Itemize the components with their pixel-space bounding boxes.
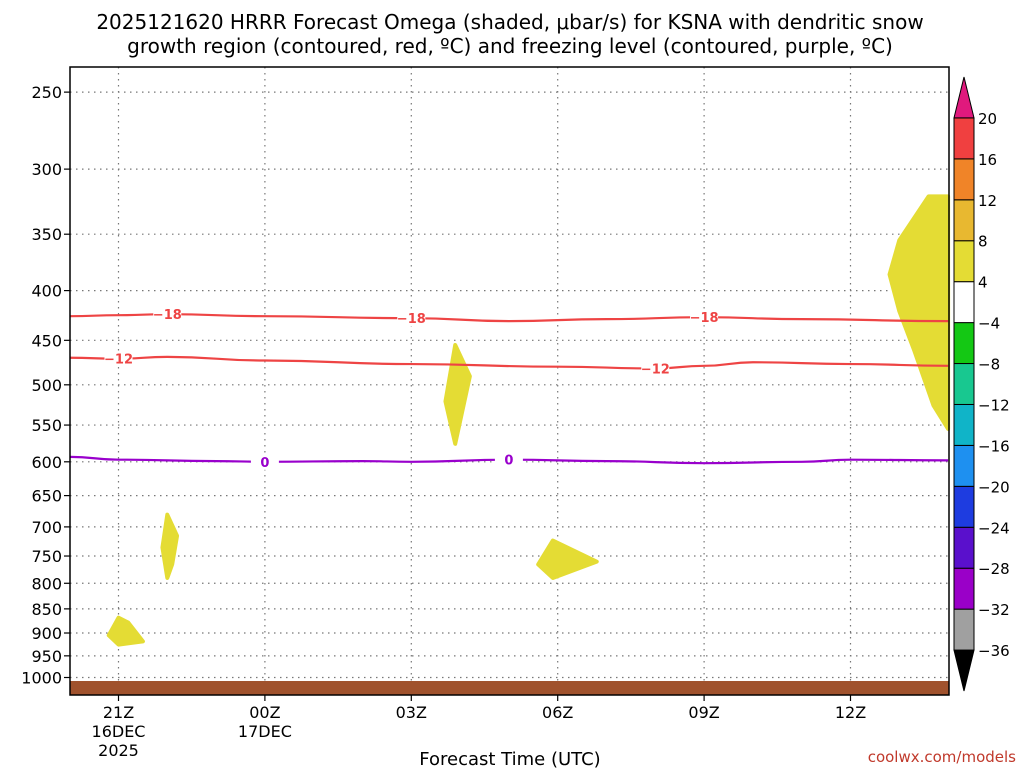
x-tick-label: 00Z (249, 703, 280, 722)
x-tick-label: 21Z (103, 703, 134, 722)
plot-frame (69, 66, 950, 696)
contour-label-bg (250, 453, 279, 470)
contour-label--18: −18 (397, 312, 426, 327)
contour-label-bg (641, 360, 670, 377)
contour-label--18: −18 (690, 311, 719, 326)
colorbar-swatch (953, 158, 975, 201)
colorbar-swatch (953, 526, 975, 569)
chart-title-line1: 2025121620 HRRR Forecast Omega (shaded, … (96, 10, 923, 34)
colorbar-tick-label: 8 (978, 233, 988, 251)
y-tick-label: 750 (31, 547, 62, 566)
y-tick-label: 500 (31, 376, 62, 395)
colorbar-swatch (953, 485, 975, 528)
y-tick-label: 1000 (21, 669, 62, 688)
colorbar-swatch (953, 199, 975, 242)
colorbar-tick-label: −4 (978, 315, 1000, 333)
contour-label-0: 0 (504, 454, 513, 469)
credit-text: coolwx.com/models (868, 748, 1016, 766)
contour-label-bg (104, 350, 133, 367)
ground-surface (70, 681, 949, 695)
contour-label-0: 0 (260, 456, 269, 471)
colorbar-tick-label: −8 (978, 356, 1000, 374)
pressure-axis: 250 300 350 400 450 500 550 600 650 700 750 800 850 9… (21, 83, 70, 688)
x-tick-label: 09Z (688, 703, 719, 722)
y-tick-label: 250 (31, 83, 62, 102)
omega-blob-2 (160, 512, 180, 580)
temperature-contours: −18 −18 −18 −12 −12 0 0 (69, 306, 949, 471)
colorbar-swatch (953, 240, 975, 283)
omega-blob-4 (536, 538, 599, 580)
colorbar-tick-label: −16 (978, 437, 1010, 455)
colorbar-swatch (953, 649, 975, 692)
y-tick-label: 350 (31, 225, 62, 244)
colorbar-swatch (953, 76, 975, 119)
x-tick-label: 03Z (396, 703, 427, 722)
plot-area (70, 67, 949, 695)
y-tick-label: 700 (31, 518, 62, 537)
colorbar-swatch (953, 567, 975, 610)
x-tick-label: 12Z (835, 703, 866, 722)
contour-label-bg (153, 306, 182, 323)
contour-label-bg (494, 451, 523, 468)
chart-title-line2: growth region (contoured, red, ºC) and f… (127, 34, 893, 58)
y-tick-label: 300 (31, 160, 62, 179)
contour-label--12: −12 (104, 353, 133, 368)
x-tick-label: 06Z (542, 703, 573, 722)
x-axis-label: Forecast Time (UTC) (419, 749, 600, 768)
x-tick-date: 17DEC (238, 722, 292, 741)
colorbar-tick-label: −36 (978, 642, 1010, 660)
colorbar-swatch (953, 322, 975, 365)
colorbar-tick-label: 16 (978, 151, 997, 169)
y-tick-label: 950 (31, 647, 62, 666)
contour-line-0 (69, 455, 949, 465)
colorbar-tick-label: −32 (978, 601, 1010, 619)
contour-label-bg (397, 310, 426, 327)
x-tick-date: 16DEC (92, 722, 146, 741)
contour-label-bg (690, 309, 719, 326)
omega-blob-5 (887, 194, 951, 431)
colorbar-tick-label: −12 (978, 396, 1010, 414)
contour-label--12: −12 (641, 362, 670, 377)
colorbar-tick-label: 20 (978, 110, 997, 128)
colorbar-tick-label: −24 (978, 519, 1010, 537)
colorbar-swatch (953, 281, 975, 324)
x-tick-year: 2025 (98, 741, 139, 760)
colorbar-swatch (953, 608, 975, 651)
colorbar-tick-label: 12 (978, 192, 997, 210)
colorbar-tick-label: 4 (978, 274, 988, 292)
y-tick-label: 400 (31, 282, 62, 301)
contour-label--18: −18 (153, 308, 182, 323)
y-tick-label: 650 (31, 487, 62, 506)
y-tick-label: 450 (31, 331, 62, 350)
colorbar-tick-label: −28 (978, 560, 1010, 578)
colorbar-swatch (953, 363, 975, 405)
colorbar-tick-label: −20 (978, 478, 1010, 496)
colorbar-swatch (953, 117, 975, 160)
colorbar-swatch (953, 444, 975, 487)
colorbar: −36 −32 −28 −24 −20 −16 −12 −8 −4 4 8 12 16 20 (953, 76, 1010, 692)
y-tick-label: 600 (31, 453, 62, 472)
omega-blob-1 (106, 615, 145, 647)
y-tick-label: 800 (31, 574, 62, 593)
y-tick-label: 550 (31, 416, 62, 435)
colorbar-swatch (953, 403, 975, 446)
y-tick-label: 900 (31, 624, 62, 643)
contour-line--12 (69, 355, 949, 370)
y-tick-label: 850 (31, 600, 62, 619)
